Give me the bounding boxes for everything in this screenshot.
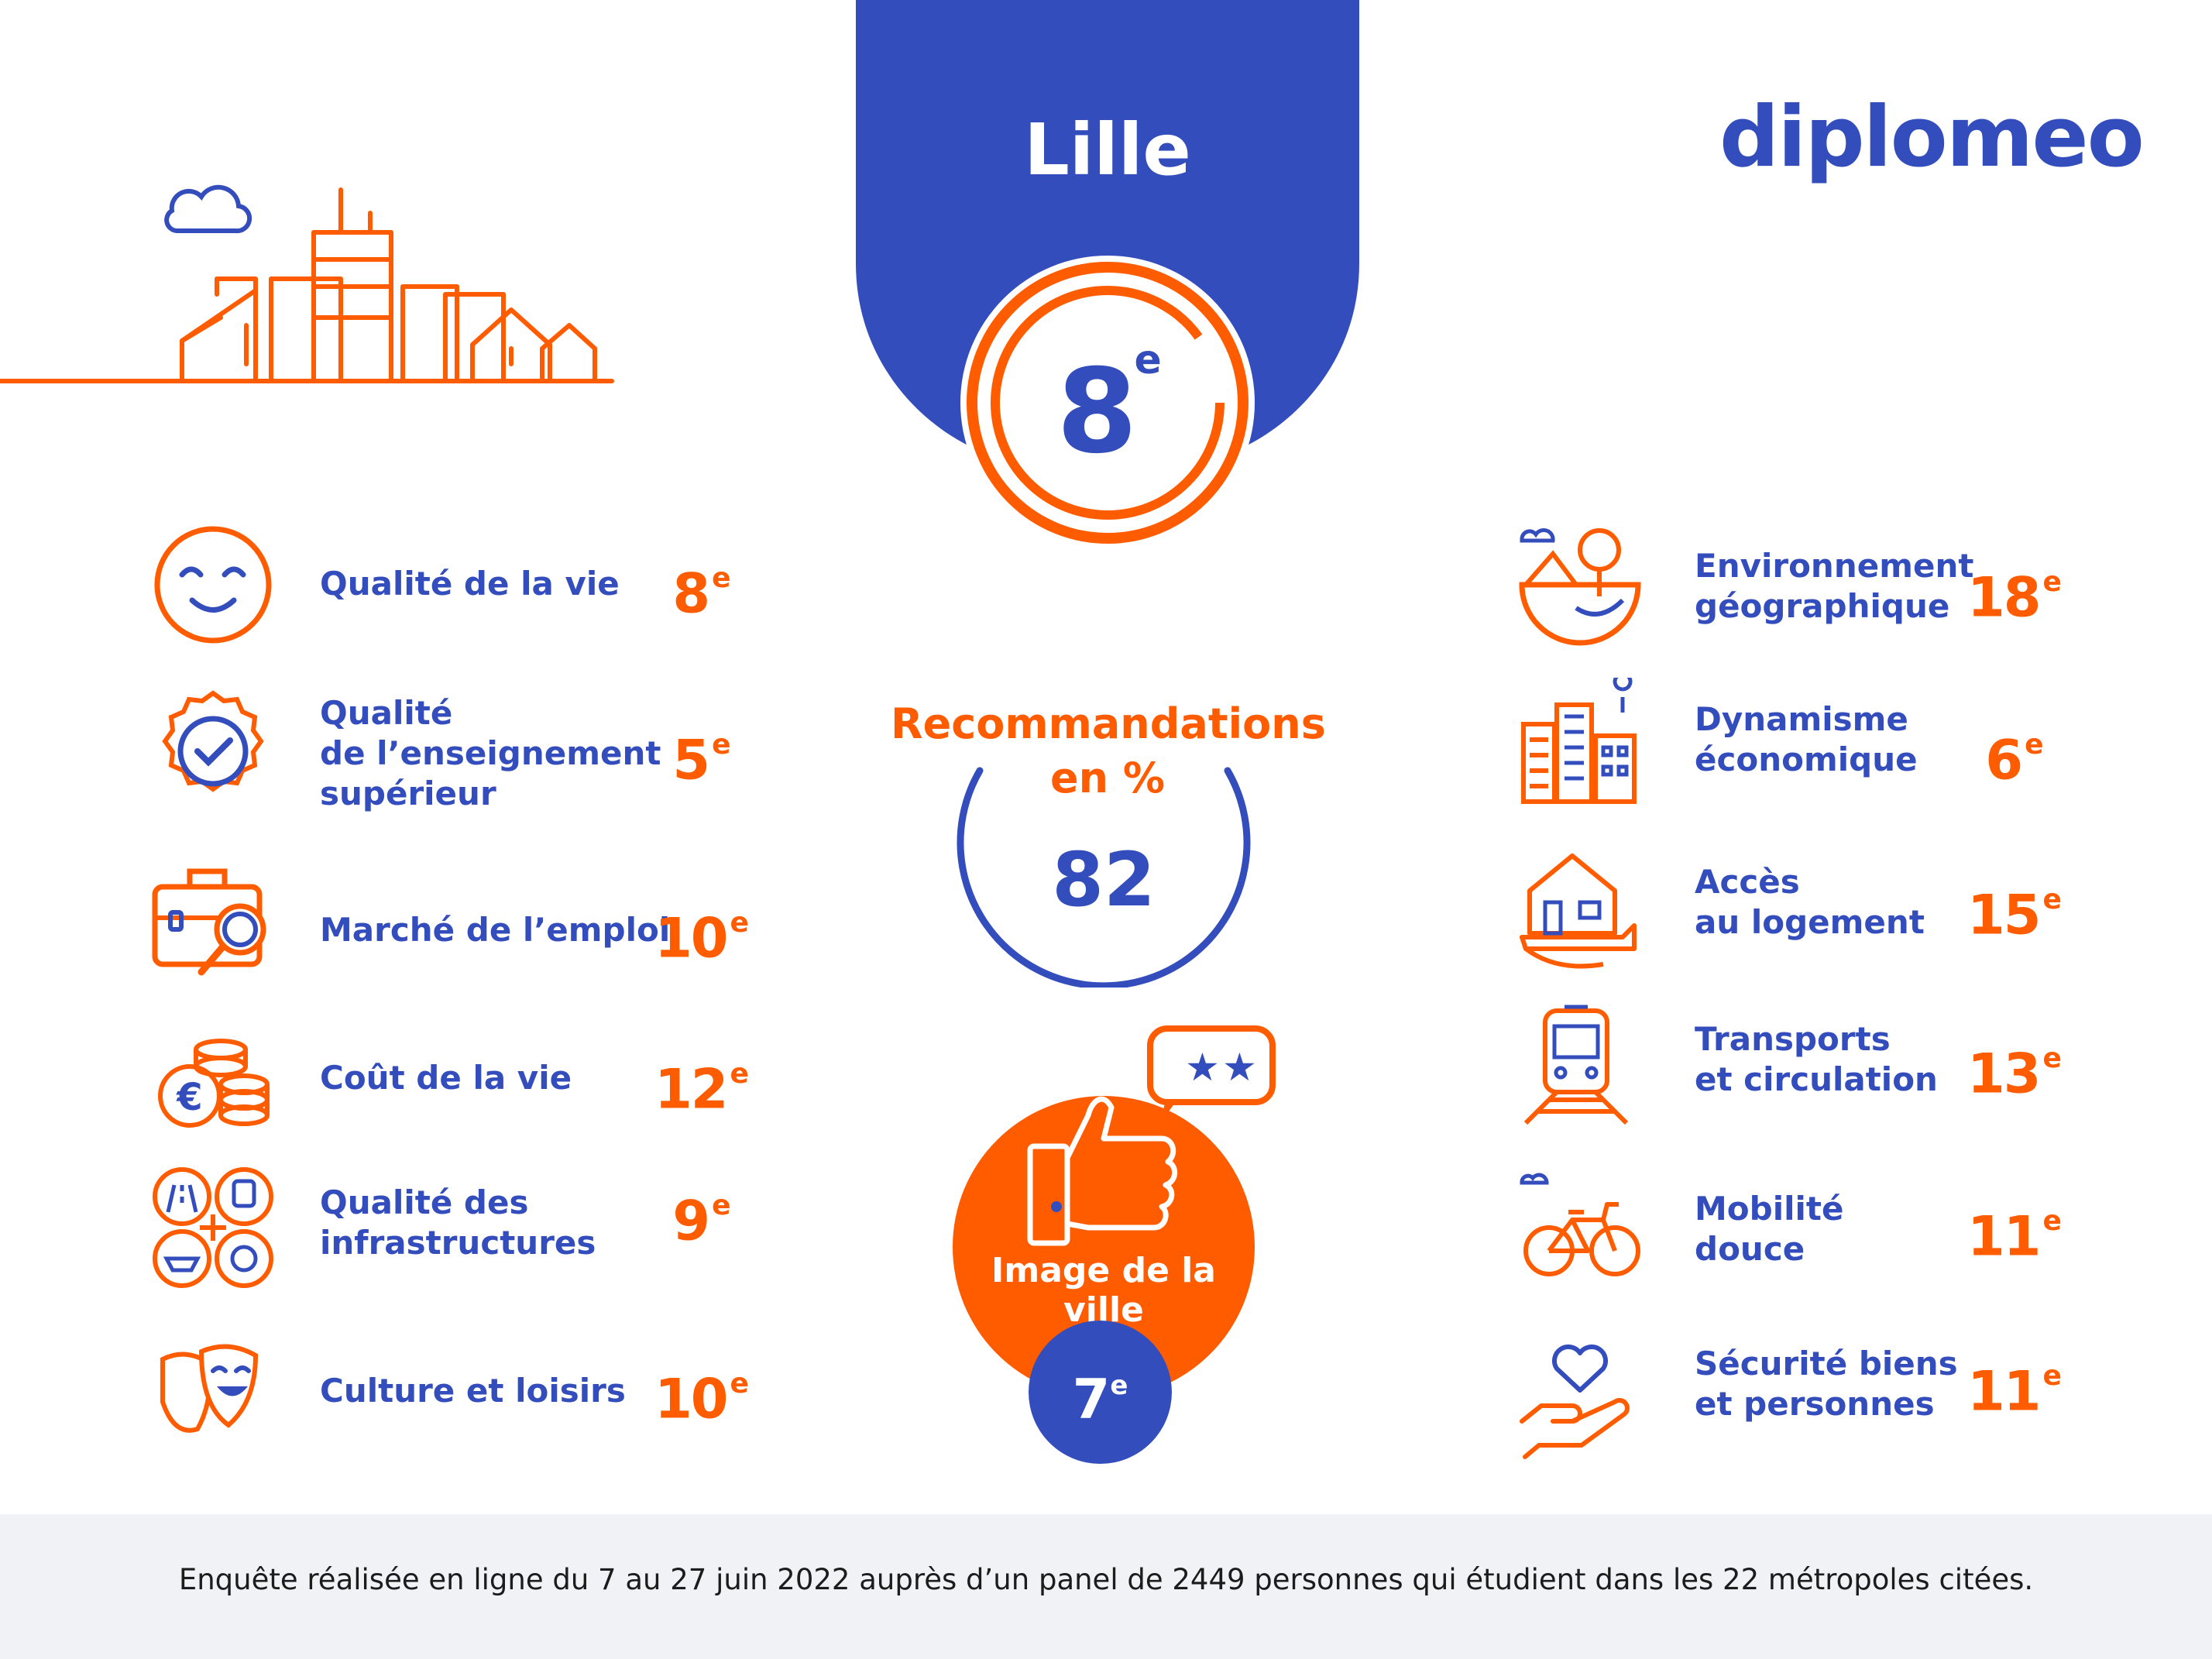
criterion-label-dynamisme: Dynamisme économique — [1695, 700, 1918, 778]
house-hand-icon — [1520, 854, 1637, 969]
rank-suffix: e — [712, 729, 730, 761]
criterion-label-qualite-vie: Qualité de la vie — [320, 565, 620, 603]
coins-euro-icon: € — [158, 1039, 270, 1128]
rank-value: 8 — [672, 562, 710, 626]
svg-text:★: ★ — [1222, 1045, 1257, 1090]
criterion-label-infrastructures: Qualité des infrastructures — [320, 1183, 596, 1262]
rank-value: 5 — [672, 728, 710, 792]
rank-suffix: e — [730, 907, 749, 939]
heart-hand-icon — [1520, 1345, 1630, 1459]
rank-value: 13 — [1967, 1042, 2041, 1106]
rank-suffix: e — [712, 562, 730, 594]
rank-value: 10 — [654, 1367, 728, 1431]
rank-suffix: e — [730, 1058, 749, 1090]
image-ville-rank-value: 7 — [1072, 1367, 1111, 1431]
infrastructure-icon — [153, 1167, 273, 1288]
city-buildings-icon — [1521, 678, 1637, 804]
rank-suffix: e — [2042, 566, 2062, 598]
criterion-rank-cout-vie: 12 e — [639, 1053, 763, 1116]
smiley-icon — [154, 526, 272, 644]
city-skyline-icon — [0, 184, 614, 383]
bicycle-icon — [1520, 1173, 1640, 1276]
rank-value: 18 — [1967, 565, 2041, 630]
criterion-label-culture: Culture et loisirs — [320, 1372, 626, 1410]
overall-rank: 8e — [1030, 337, 1185, 470]
criterion-rank-culture: 10 e — [639, 1363, 763, 1426]
rank-value: 11 — [1967, 1359, 2041, 1424]
diplomeo-logo: diplomeo — [1719, 89, 2145, 186]
criterion-label-cout-vie: Coût de la vie — [320, 1059, 572, 1097]
criterion-rank-securite: 11 e — [1952, 1355, 2076, 1418]
rank-suffix: e — [2042, 1360, 2062, 1392]
svg-text:€: € — [176, 1076, 202, 1119]
svg-text:★: ★ — [1185, 1045, 1220, 1090]
criterion-label-emploi: Marché de l’emploi — [320, 911, 671, 949]
footer-bar — [0, 1514, 2212, 1659]
rank-suffix: e — [2042, 1042, 2062, 1074]
criterion-rank-logement: 15 e — [1952, 879, 2076, 942]
image-ville-label: Image de la ville — [991, 1251, 1216, 1330]
criterion-label-logement: Accès au logement — [1695, 863, 1925, 941]
overall-rank-value: 8 — [1056, 345, 1137, 479]
overall-rank-suffix: e — [1134, 337, 1162, 383]
rank-suffix: e — [2025, 729, 2043, 761]
rank-value: 9 — [672, 1189, 710, 1253]
rank-suffix: e — [712, 1190, 730, 1221]
rank-value: 12 — [654, 1057, 728, 1121]
criterion-label-mobilite: Mobilité douce — [1695, 1190, 1844, 1268]
city-name: Lille — [1024, 108, 1191, 191]
footer-text: Enquête réalisée en ligne du 7 au 27 jui… — [178, 1563, 2034, 1596]
theater-masks-icon — [160, 1344, 259, 1433]
criterion-label-enseignement: Qualité de l’enseignement supérieur — [320, 694, 661, 812]
recommendation-arc — [957, 767, 1251, 988]
criterion-label-securite: Sécurité biens et personnes — [1695, 1345, 1958, 1423]
criterion-rank-mobilite: 11 e — [1952, 1200, 2076, 1263]
badge-check-icon — [162, 690, 264, 792]
train-icon — [1523, 1005, 1629, 1125]
criterion-rank-transports: 13 e — [1952, 1038, 2076, 1101]
briefcase-magnifier-icon — [152, 868, 266, 976]
rank-suffix: e — [2042, 1205, 2062, 1237]
criterion-label-environnement: Environnement géographique — [1695, 547, 1974, 625]
globe-nature-icon — [1519, 528, 1641, 646]
image-ville-rank-circle — [1029, 1321, 1172, 1464]
rank-suffix: e — [2042, 884, 2062, 915]
recommendation-title: Recommandations en % — [891, 699, 1326, 802]
criterion-rank-environnement: 18 e — [1952, 562, 2076, 624]
city-banner — [856, 0, 1359, 550]
criterion-rank-emploi: 10 e — [639, 902, 763, 965]
image-ville-rank-suffix: e — [1110, 1370, 1128, 1401]
rank-value: 10 — [654, 906, 728, 970]
rank-value: 15 — [1967, 883, 2041, 947]
rank-suffix: e — [730, 1368, 749, 1400]
rank-value: 11 — [1967, 1204, 2041, 1269]
criterion-label-transports: Transports et circulation — [1695, 1020, 1938, 1098]
image-ville-rank: 7e — [1029, 1359, 1172, 1430]
recommendation-value: 82 — [1052, 836, 1156, 923]
thumbs-up-icon: ★ ★ — [953, 1025, 1276, 1398]
rank-value: 6 — [1985, 728, 2023, 792]
